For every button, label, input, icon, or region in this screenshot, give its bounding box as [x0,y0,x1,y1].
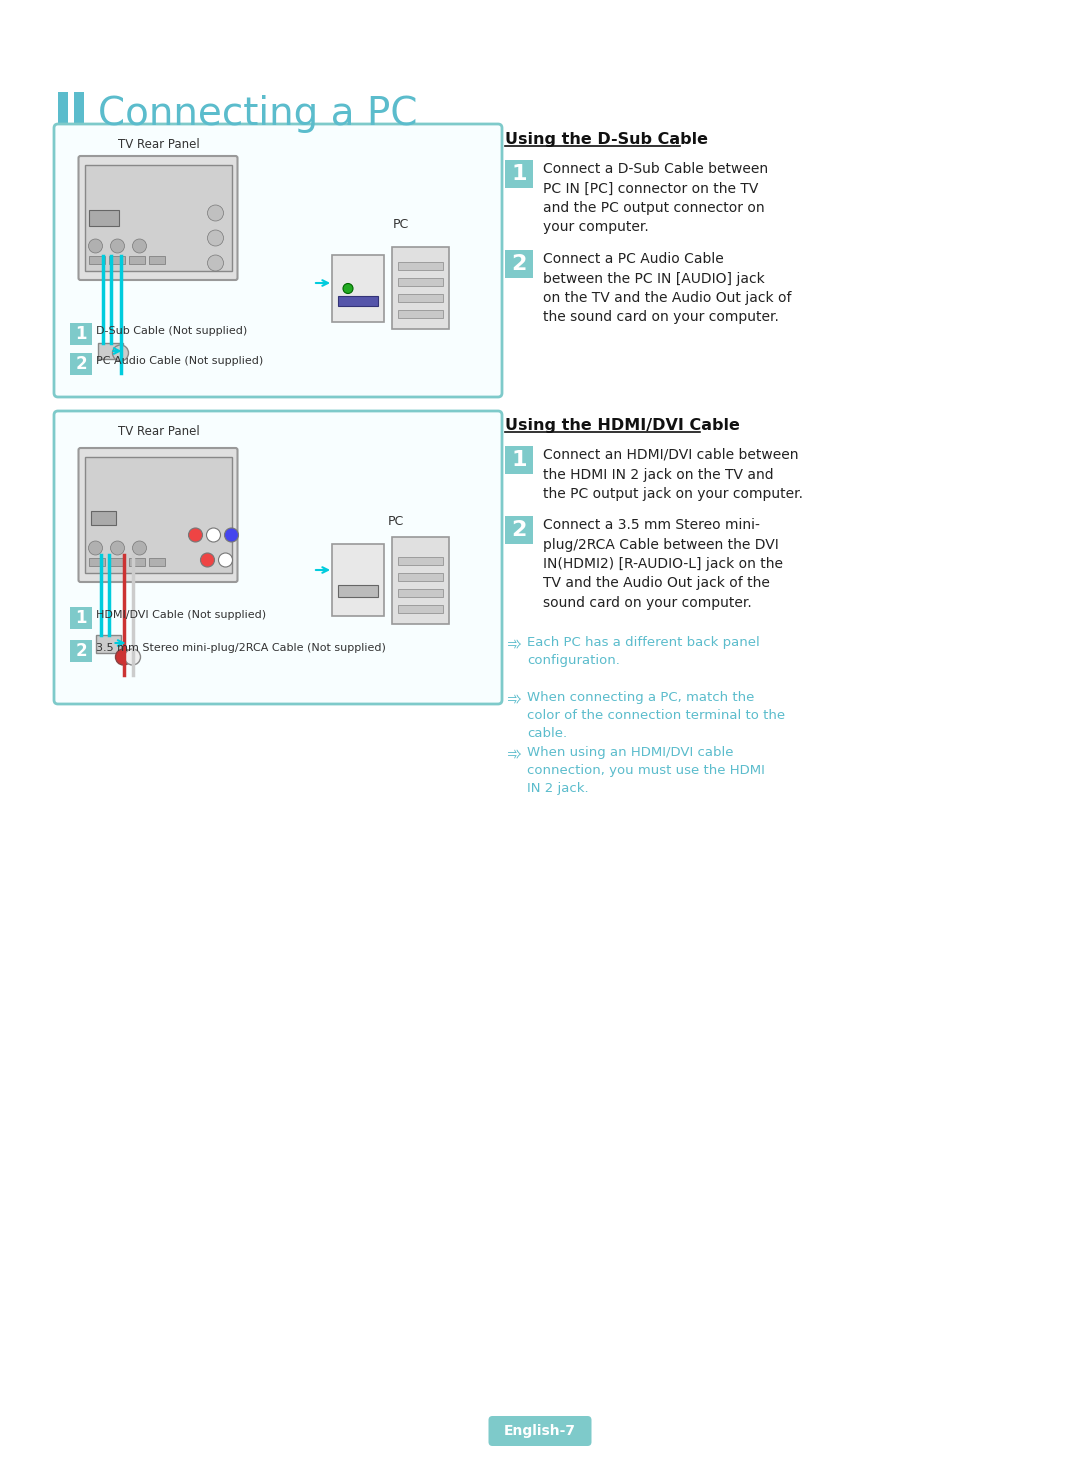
Circle shape [207,230,224,246]
Text: Connect an HDMI/DVI cable between
the HDMI IN 2 jack on the TV and
the PC output: Connect an HDMI/DVI cable between the HD… [543,448,804,501]
Text: 1: 1 [76,609,86,627]
Text: When using an HDMI/DVI cable
connection, you must use the HDMI
IN 2 jack.: When using an HDMI/DVI cable connection,… [527,745,765,794]
FancyBboxPatch shape [58,92,68,136]
FancyBboxPatch shape [399,310,443,319]
Text: HDMI/DVI Cable (Not supplied): HDMI/DVI Cable (Not supplied) [96,611,266,619]
FancyBboxPatch shape [399,605,443,612]
Text: D-Sub Cable (Not supplied): D-Sub Cable (Not supplied) [96,326,247,336]
Text: 2: 2 [511,253,527,274]
Text: TV Rear Panel: TV Rear Panel [118,138,200,151]
FancyBboxPatch shape [97,342,122,359]
Circle shape [110,541,124,554]
Circle shape [207,205,224,221]
FancyBboxPatch shape [70,353,92,375]
FancyBboxPatch shape [79,156,238,280]
FancyBboxPatch shape [84,456,231,574]
Circle shape [206,528,220,542]
FancyBboxPatch shape [70,323,92,345]
Text: Connect a PC Audio Cable
between the PC IN [AUDIO] jack
on the TV and the Audio : Connect a PC Audio Cable between the PC … [543,252,792,325]
FancyBboxPatch shape [399,572,443,581]
Text: 2: 2 [511,520,527,539]
FancyBboxPatch shape [399,588,443,596]
FancyBboxPatch shape [505,160,534,188]
Text: Using the HDMI/DVI Cable: Using the HDMI/DVI Cable [505,418,740,433]
FancyBboxPatch shape [54,124,502,397]
FancyBboxPatch shape [392,247,449,329]
FancyBboxPatch shape [89,210,119,225]
Text: 2: 2 [76,356,86,373]
Circle shape [124,649,140,665]
Text: ➾: ➾ [507,691,522,708]
Circle shape [218,553,232,568]
Circle shape [116,649,132,665]
FancyBboxPatch shape [91,511,116,525]
Text: English-7: English-7 [504,1424,576,1438]
FancyBboxPatch shape [70,640,92,662]
Text: ➾: ➾ [507,745,522,765]
FancyBboxPatch shape [129,559,145,566]
FancyBboxPatch shape [149,559,164,566]
Text: PC: PC [388,516,404,528]
FancyBboxPatch shape [399,293,443,302]
Circle shape [89,541,103,554]
FancyBboxPatch shape [488,1415,592,1446]
Text: 1: 1 [76,325,86,342]
FancyBboxPatch shape [95,634,121,654]
FancyBboxPatch shape [89,559,105,566]
Circle shape [201,553,215,568]
FancyBboxPatch shape [70,608,92,628]
Circle shape [343,283,353,293]
Circle shape [133,239,147,253]
FancyBboxPatch shape [149,256,164,264]
Text: ➾: ➾ [507,636,522,654]
Text: When connecting a PC, match the
color of the connection terminal to the
cable.: When connecting a PC, match the color of… [527,691,785,740]
FancyBboxPatch shape [129,256,145,264]
FancyBboxPatch shape [84,165,231,271]
Text: TV Rear Panel: TV Rear Panel [118,425,200,439]
FancyBboxPatch shape [108,256,124,264]
Text: PC: PC [393,218,409,231]
Text: Connecting a PC: Connecting a PC [98,95,418,133]
FancyBboxPatch shape [75,92,84,136]
Text: 1: 1 [511,165,527,184]
FancyBboxPatch shape [89,256,105,264]
FancyBboxPatch shape [392,536,449,624]
Circle shape [133,541,147,554]
FancyBboxPatch shape [338,295,378,305]
FancyBboxPatch shape [399,262,443,270]
Circle shape [110,239,124,253]
FancyBboxPatch shape [505,446,534,474]
Circle shape [189,528,203,542]
Text: Using the D-Sub Cable: Using the D-Sub Cable [505,132,708,147]
Circle shape [89,239,103,253]
FancyBboxPatch shape [399,279,443,286]
Text: 1: 1 [511,451,527,470]
FancyBboxPatch shape [79,448,238,582]
FancyBboxPatch shape [505,250,534,279]
FancyBboxPatch shape [108,559,124,566]
FancyBboxPatch shape [332,255,384,322]
Text: Each PC has a different back panel
configuration.: Each PC has a different back panel confi… [527,636,759,667]
FancyBboxPatch shape [338,585,378,597]
Circle shape [112,345,129,362]
Text: Connect a 3.5 mm Stereo mini-
plug/2RCA Cable between the DVI
IN(HDMI2) [R-AUDIO: Connect a 3.5 mm Stereo mini- plug/2RCA … [543,519,783,611]
FancyBboxPatch shape [332,544,384,617]
Text: PC Audio Cable (Not supplied): PC Audio Cable (Not supplied) [96,356,264,366]
Text: Connect a D-Sub Cable between
PC IN [PC] connector on the TV
and the PC output c: Connect a D-Sub Cable between PC IN [PC]… [543,162,768,234]
Text: 2: 2 [76,642,86,659]
Circle shape [207,255,224,271]
Text: 3.5 mm Stereo mini-plug/2RCA Cable (Not supplied): 3.5 mm Stereo mini-plug/2RCA Cable (Not … [96,643,386,654]
FancyBboxPatch shape [399,557,443,565]
Circle shape [225,528,239,542]
FancyBboxPatch shape [505,516,534,544]
FancyBboxPatch shape [54,411,502,704]
